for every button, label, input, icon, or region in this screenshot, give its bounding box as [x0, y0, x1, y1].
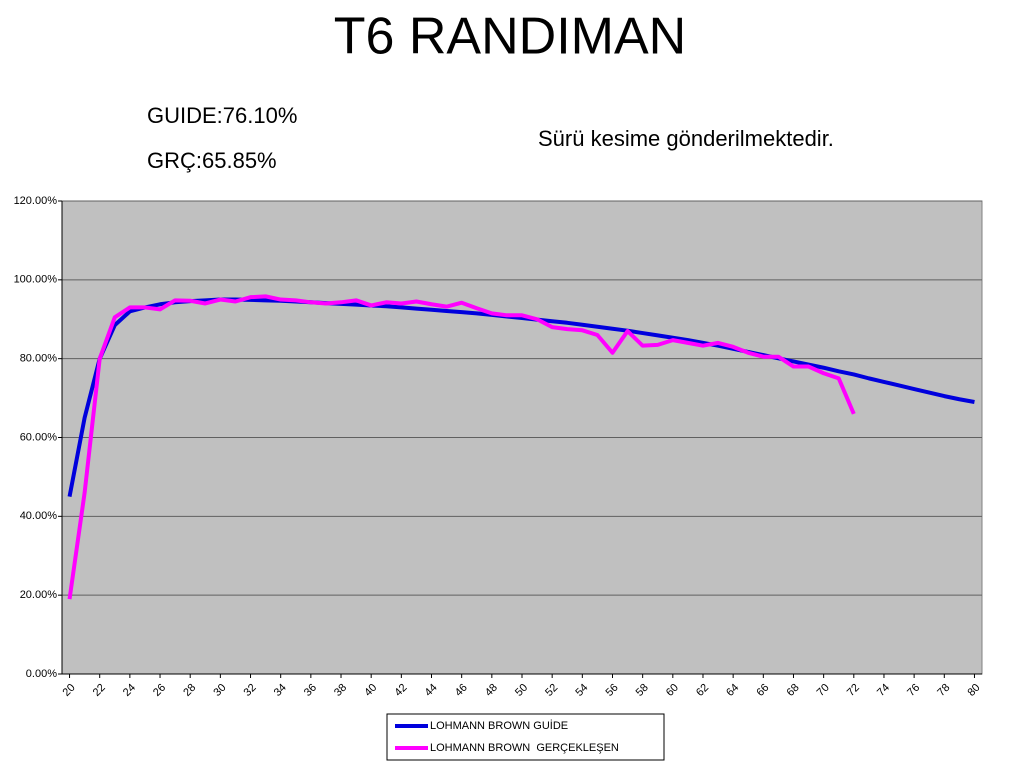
y-tick-label: 0.00% — [26, 668, 57, 680]
x-tick-label: 42 — [392, 682, 409, 699]
x-tick-label: 58 — [634, 682, 651, 699]
annotation: GUIDE:76.10% — [147, 103, 297, 128]
annotation: GRÇ:65.85% — [147, 148, 277, 173]
x-tick-label: 36 — [302, 682, 319, 699]
x-tick-label: 66 — [754, 682, 771, 699]
x-tick-label: 28 — [181, 682, 198, 699]
x-tick-label: 34 — [272, 682, 289, 699]
series-line — [67, 294, 856, 600]
x-tick-label: 72 — [845, 682, 862, 699]
x-tick-label: 56 — [604, 682, 621, 699]
y-tick-label: 20.00% — [20, 589, 58, 601]
x-tick-label: 54 — [573, 682, 590, 699]
x-tick-label: 68 — [785, 682, 802, 699]
chart-title: T6 RANDIMAN — [334, 8, 686, 66]
x-tick-label: 26 — [151, 682, 168, 699]
x-tick-label: 38 — [332, 682, 349, 699]
x-tick-label: 64 — [724, 682, 741, 699]
y-tick-label: 40.00% — [20, 510, 58, 522]
x-tick-label: 20 — [61, 682, 78, 699]
x-tick-label: 40 — [362, 682, 379, 699]
x-tick-label: 60 — [664, 682, 681, 699]
legend-label: LOHMANN BROWN GERÇEKLEŞEN — [430, 742, 619, 754]
x-tick-label: 32 — [242, 682, 259, 699]
y-tick-label: 120.00% — [14, 195, 58, 207]
legend-box — [386, 713, 665, 761]
x-tick-label: 44 — [423, 682, 440, 699]
x-tick-label: 50 — [513, 682, 530, 699]
x-tick-label: 80 — [965, 682, 982, 699]
x-tick-label: 62 — [694, 682, 711, 699]
legend-label: LOHMANN BROWN GUİDE — [430, 719, 568, 732]
x-tick-label: 22 — [91, 682, 108, 699]
x-tick-label: 78 — [935, 682, 952, 699]
y-tick-label: 60.00% — [20, 431, 58, 443]
x-tick-label: 70 — [815, 682, 832, 699]
y-tick-label: 100.00% — [14, 274, 58, 286]
annotation: Sürü kesime gönderilmektedir. — [538, 126, 834, 151]
y-tick-label: 80.00% — [20, 353, 58, 365]
x-tick-label: 46 — [453, 682, 470, 699]
x-tick-label: 30 — [211, 682, 228, 699]
x-tick-label: 48 — [483, 682, 500, 699]
x-tick-label: 76 — [905, 682, 922, 699]
x-tick-label: 52 — [543, 682, 560, 699]
x-tick-label: 24 — [121, 682, 138, 699]
x-tick-label: 74 — [875, 682, 892, 699]
